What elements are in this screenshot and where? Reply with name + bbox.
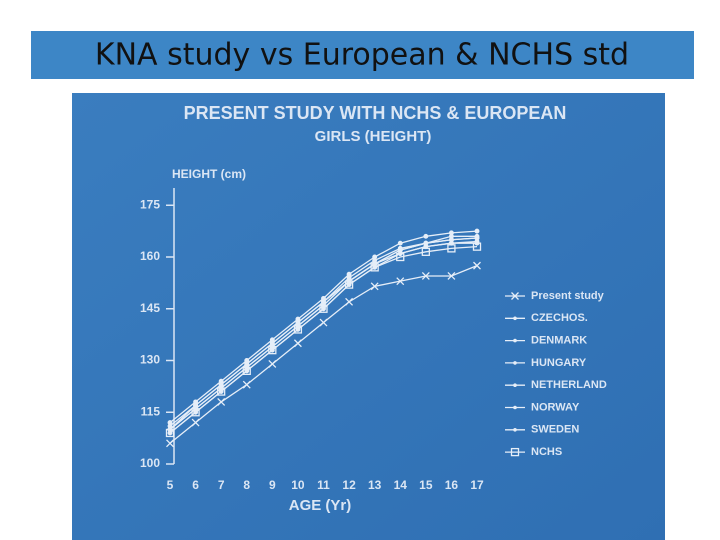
chart-photo	[72, 93, 665, 540]
y-tick-label: 175	[140, 197, 160, 211]
marker	[293, 325, 303, 334]
x-tick-label: 12	[342, 478, 356, 492]
y-tick-label: 100	[140, 456, 160, 470]
legend-label: NETHERLAND	[531, 379, 607, 391]
x-tick-label: 11	[317, 478, 330, 492]
marker	[268, 345, 277, 355]
legend-marker	[511, 292, 519, 300]
x-tick-label: 14	[394, 478, 408, 492]
marker	[473, 261, 481, 270]
marker	[166, 439, 174, 448]
legend-label: CZECHOS.	[531, 312, 588, 324]
marker	[421, 272, 430, 280]
marker	[370, 282, 379, 291]
marker	[244, 361, 250, 367]
x-tick-label: 17	[470, 478, 484, 492]
marker	[165, 428, 175, 438]
marker	[447, 244, 456, 253]
title-box	[29, 29, 696, 81]
marker	[344, 280, 354, 289]
legend-marker	[513, 361, 517, 365]
legend-marker	[513, 316, 517, 321]
marker	[242, 380, 251, 389]
chart-subtitle: GIRLS (HEIGHT)	[315, 128, 432, 145]
chart-title: PRESENT STUDY WITH NCHS & EUROPEAN	[184, 103, 567, 123]
y-tick-label: 115	[141, 404, 161, 418]
marker	[217, 397, 226, 406]
marker	[396, 277, 405, 286]
legend-label: Present study	[531, 290, 605, 302]
y-axis-label: HEIGHT (cm)	[172, 167, 246, 181]
marker	[191, 408, 200, 417]
x-axis-label: AGE (Yr)	[289, 497, 352, 514]
marker	[346, 271, 352, 277]
marker	[217, 387, 226, 396]
legend-label: SWEDEN	[531, 424, 579, 436]
marker	[218, 382, 224, 388]
x-tick-label: 9	[269, 478, 276, 492]
x-tick-label: 10	[291, 478, 305, 492]
marker	[242, 366, 251, 376]
marker	[447, 272, 456, 280]
marker	[321, 299, 326, 305]
slide-title: KNA study vs European & NCHS std	[95, 38, 629, 73]
marker	[293, 339, 302, 348]
marker	[295, 320, 301, 325]
marker	[370, 263, 379, 272]
legend-marker	[513, 383, 517, 388]
legend-marker	[513, 338, 517, 343]
marker	[448, 233, 454, 239]
x-tick-label: 8	[243, 478, 250, 492]
marker	[472, 242, 482, 251]
x-tick-label: 16	[445, 478, 459, 492]
x-tick-label: 7	[218, 478, 225, 492]
x-tick-label: 15	[419, 478, 433, 492]
y-tick-label: 160	[140, 249, 160, 263]
y-tick-label: 130	[140, 353, 160, 367]
marker	[474, 233, 480, 239]
x-tick-label: 13	[368, 478, 382, 492]
marker	[397, 240, 403, 246]
legend-label: DENMARK	[531, 335, 587, 347]
legend-marker	[513, 428, 517, 432]
series-line	[169, 246, 478, 434]
x-tick-label: 6	[192, 478, 199, 492]
marker	[193, 402, 199, 408]
marker	[191, 418, 200, 427]
marker	[396, 252, 405, 262]
marker	[268, 359, 277, 368]
x-tick-label: 5	[167, 478, 174, 492]
legend-marker	[513, 405, 517, 410]
legend-label: NCHS	[531, 446, 562, 458]
marker	[421, 247, 430, 256]
legend-label: HUNGARY	[531, 357, 587, 369]
legend-marker	[510, 447, 520, 457]
marker	[345, 297, 354, 306]
marker	[423, 233, 429, 239]
marker	[319, 318, 328, 327]
marker	[474, 228, 480, 234]
marker	[167, 420, 173, 426]
marker	[319, 304, 328, 313]
y-tick-label: 145	[140, 301, 160, 315]
marker	[372, 254, 378, 260]
marker	[269, 340, 275, 346]
legend-label: NORWAY	[531, 401, 580, 413]
